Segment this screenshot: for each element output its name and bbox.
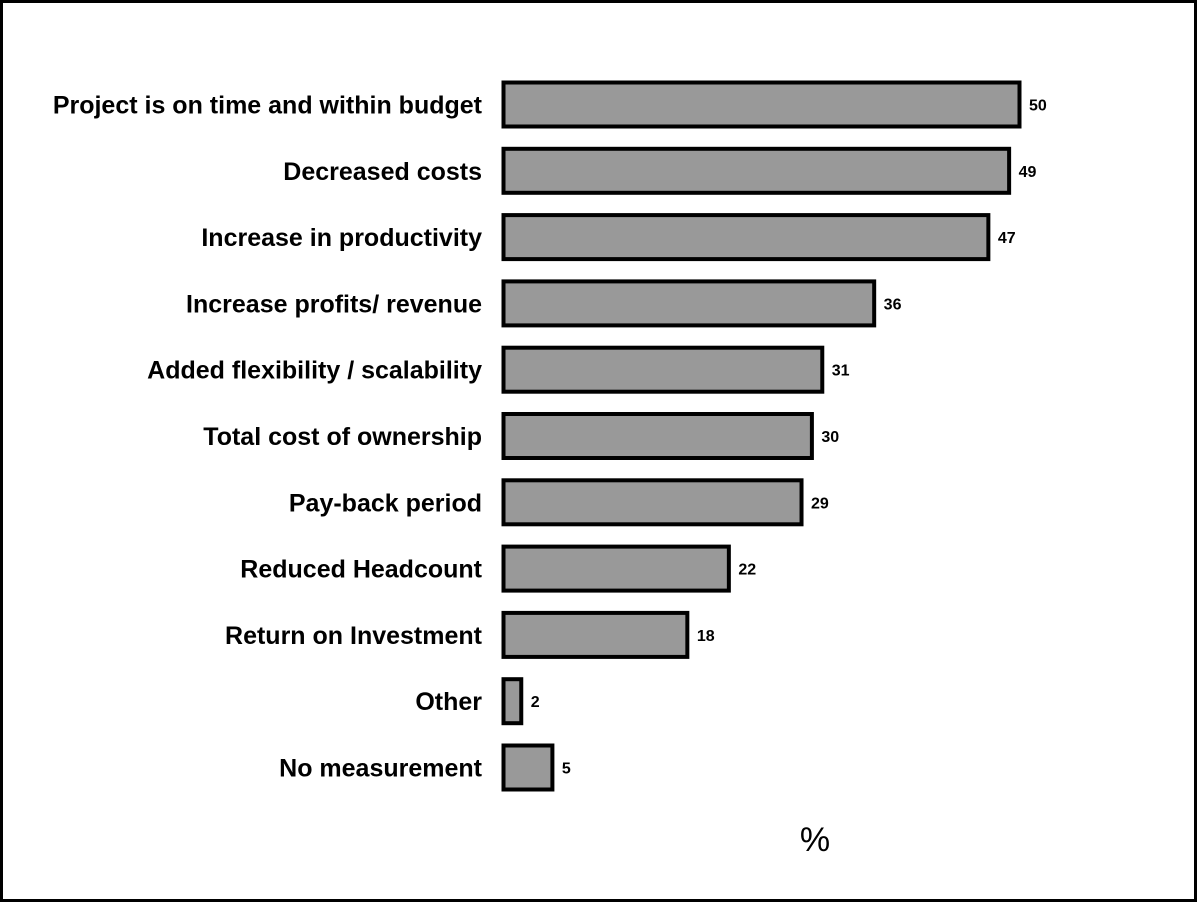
bar (501, 146, 1012, 195)
category-labels: Project is on time and within budget Decr… (53, 92, 483, 783)
value-label: 5 (562, 761, 571, 778)
category-label: Return on Investment (225, 622, 483, 650)
value-labels: 50 49 47 36 31 30 29 22 18 2 5 (531, 98, 1047, 778)
value-label: 30 (821, 429, 839, 446)
bar (501, 677, 524, 726)
bar (501, 478, 804, 527)
category-label: Total cost of ownership (203, 423, 482, 451)
category-label: Reduced Headcount (240, 556, 482, 584)
bar (501, 279, 877, 328)
x-axis-label: % (800, 821, 830, 859)
bars-layer (501, 80, 1022, 792)
bar (501, 412, 814, 460)
value-label: 50 (1029, 98, 1047, 115)
category-label: Decreased costs (283, 158, 482, 186)
value-label: 18 (697, 628, 715, 645)
value-label: 2 (531, 694, 540, 711)
category-label: Other (415, 688, 482, 716)
category-label: Increase profits/ revenue (186, 290, 482, 318)
value-label: 49 (1019, 164, 1037, 181)
value-label: 29 (811, 495, 829, 512)
value-label: 31 (832, 363, 850, 380)
category-label: Pay-back period (289, 489, 482, 517)
value-label: 47 (998, 230, 1016, 247)
bar (501, 610, 690, 659)
category-label: Added flexibility / scalability (147, 357, 482, 385)
bar (501, 80, 1022, 129)
category-label: Increase in productivity (201, 224, 482, 252)
value-label: 36 (884, 296, 902, 313)
category-label: Project is on time and within budget (53, 92, 483, 120)
category-label: No measurement (279, 755, 483, 783)
bar (501, 544, 731, 593)
bar-chart: Project is on time and within budget Decr… (53, 80, 1047, 859)
bar (501, 345, 825, 394)
bar (501, 213, 991, 262)
value-label: 22 (738, 562, 756, 579)
bar (501, 743, 555, 792)
